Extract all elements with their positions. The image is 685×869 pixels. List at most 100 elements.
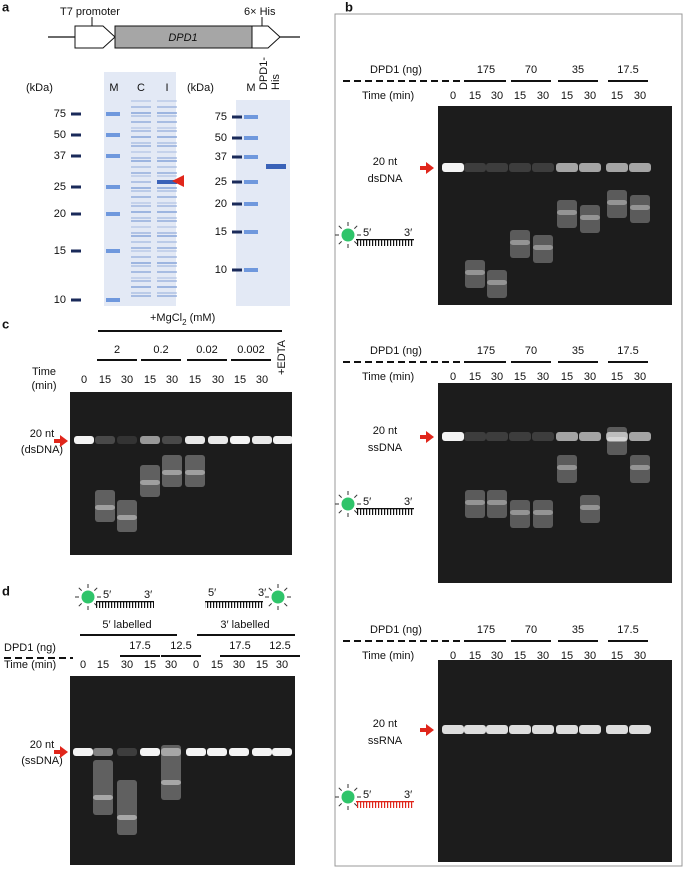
tag-label: 6× His bbox=[244, 6, 276, 18]
size-label: 20 nt bbox=[373, 156, 397, 168]
dose: 12.5 bbox=[269, 640, 290, 652]
glow bbox=[338, 494, 342, 498]
dose: 17.5 bbox=[617, 64, 638, 76]
gel bbox=[438, 660, 672, 862]
marker-label: 10 bbox=[215, 264, 227, 276]
band bbox=[556, 725, 578, 734]
band bbox=[185, 436, 205, 444]
protein-band bbox=[131, 217, 151, 219]
marker-band bbox=[106, 154, 120, 158]
band bbox=[162, 455, 182, 487]
concentration: 0.002 bbox=[237, 344, 265, 356]
end-label: 3′ bbox=[258, 587, 266, 599]
protein-band bbox=[131, 142, 151, 144]
marker-tick bbox=[71, 185, 81, 189]
unit-label: (kDa) bbox=[187, 82, 214, 94]
time: 15 bbox=[144, 659, 156, 671]
time: 15 bbox=[514, 90, 526, 102]
glow bbox=[354, 494, 358, 498]
band bbox=[607, 427, 627, 455]
dose: 175 bbox=[477, 345, 495, 357]
band bbox=[465, 270, 485, 275]
arrow bbox=[54, 435, 68, 447]
band bbox=[117, 436, 137, 444]
band bbox=[117, 500, 137, 532]
band bbox=[557, 210, 577, 215]
band bbox=[607, 200, 627, 205]
size-label: 20 nt bbox=[373, 718, 397, 730]
condition-unit: (mM) bbox=[187, 312, 216, 324]
band bbox=[252, 436, 272, 444]
band bbox=[117, 515, 137, 520]
time-label: Time (min) bbox=[362, 371, 414, 383]
protein-band bbox=[157, 226, 177, 228]
dose: 17.5 bbox=[229, 640, 250, 652]
end-label: 5′ bbox=[363, 227, 371, 239]
dose: 17.5 bbox=[617, 624, 638, 636]
time: 30 bbox=[491, 650, 503, 662]
band bbox=[580, 505, 600, 510]
probe-schematic: 5′ 3′ bbox=[205, 584, 291, 610]
dose: 70 bbox=[525, 624, 537, 636]
time: 0 bbox=[193, 659, 199, 671]
arrow bbox=[54, 746, 68, 758]
protein-band bbox=[131, 190, 151, 192]
marker-band bbox=[106, 112, 120, 116]
band bbox=[140, 748, 160, 756]
dose: 17.5 bbox=[617, 345, 638, 357]
glow bbox=[284, 603, 288, 607]
fluorophore bbox=[81, 590, 95, 604]
substrate-label: dsDNA bbox=[368, 173, 404, 185]
band bbox=[487, 280, 507, 285]
protein-band bbox=[131, 112, 151, 114]
protein-band bbox=[157, 142, 177, 144]
protein-band bbox=[157, 247, 177, 249]
band bbox=[208, 436, 228, 444]
band bbox=[230, 436, 250, 444]
band bbox=[252, 748, 272, 756]
dose-label: DPD1 (ng) bbox=[4, 642, 56, 654]
band bbox=[161, 745, 181, 800]
time-label: Time (min) bbox=[362, 650, 414, 662]
strand-line bbox=[356, 508, 414, 510]
marker-tick bbox=[71, 112, 81, 116]
fluorophore bbox=[341, 497, 355, 511]
protein-band bbox=[157, 277, 177, 279]
band bbox=[510, 510, 530, 515]
protein-band bbox=[157, 157, 177, 159]
protein-band bbox=[131, 247, 151, 249]
glow bbox=[354, 225, 358, 229]
panel-b-frame bbox=[334, 13, 683, 867]
band bbox=[533, 510, 553, 515]
protein-band bbox=[131, 265, 151, 267]
protein-band bbox=[157, 187, 177, 189]
protein-band bbox=[131, 226, 151, 228]
band bbox=[93, 748, 113, 756]
band bbox=[442, 163, 464, 172]
band bbox=[556, 163, 578, 172]
marker-label: 25 bbox=[215, 176, 227, 188]
time: 15 bbox=[514, 650, 526, 662]
marker-band bbox=[106, 298, 120, 302]
band bbox=[630, 455, 650, 483]
marker-label: 75 bbox=[54, 108, 66, 120]
time: 30 bbox=[584, 90, 596, 102]
glow bbox=[78, 587, 82, 591]
protein-band bbox=[157, 127, 177, 129]
glow bbox=[94, 587, 98, 591]
band bbox=[272, 748, 292, 756]
time: 0 bbox=[81, 374, 87, 386]
marker-label: 37 bbox=[54, 150, 66, 162]
protein-band bbox=[157, 115, 177, 117]
substrate-label: ssDNA bbox=[368, 442, 403, 454]
glow bbox=[78, 603, 82, 607]
glow bbox=[338, 241, 342, 245]
gel bbox=[438, 106, 672, 305]
glow bbox=[284, 587, 288, 591]
gel bbox=[70, 676, 295, 865]
glow bbox=[354, 787, 358, 791]
time: 30 bbox=[634, 90, 646, 102]
band bbox=[207, 748, 227, 756]
band bbox=[579, 163, 601, 172]
